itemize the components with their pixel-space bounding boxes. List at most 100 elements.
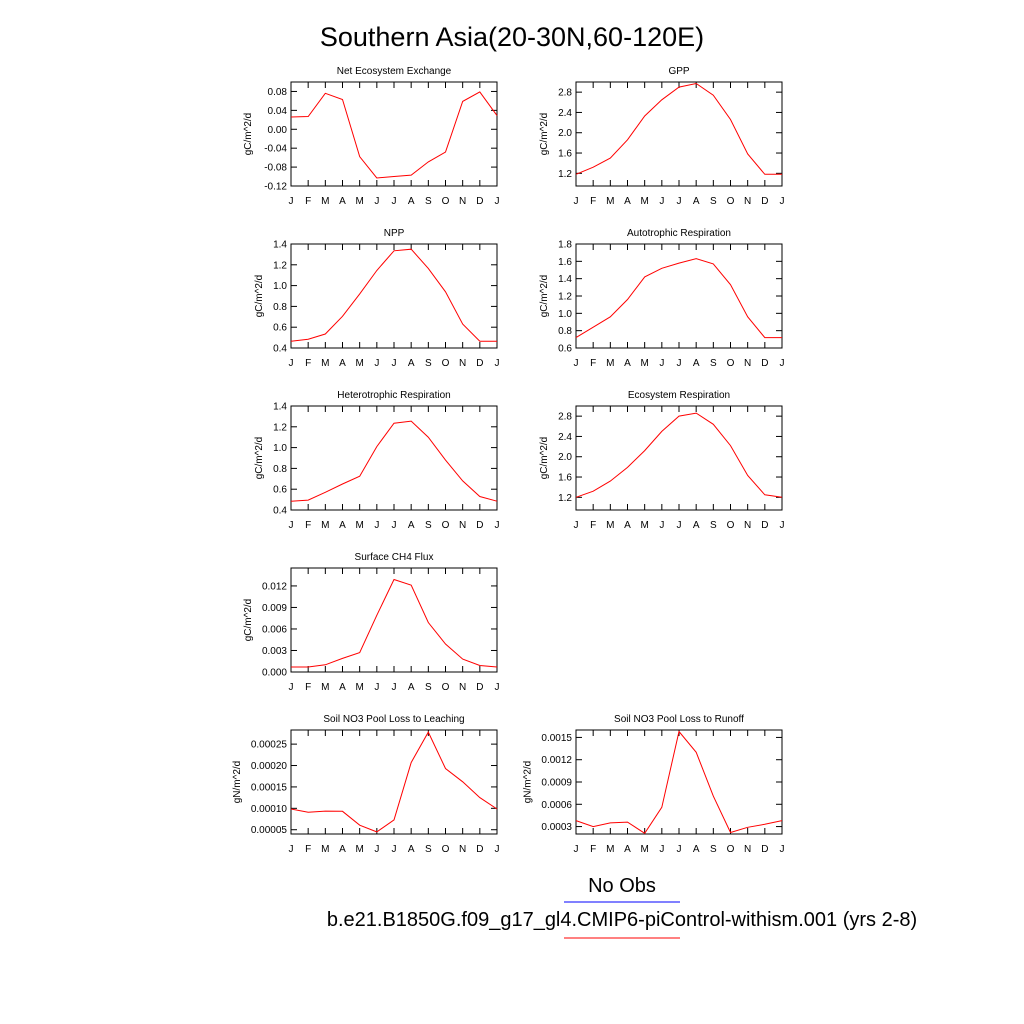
x-tick-label: M [606,520,614,531]
x-tick-label: J [374,844,379,855]
y-tick-label: 0.00005 [251,825,288,836]
series-line [290,248,497,342]
x-tick-label: S [710,520,717,531]
x-tick-label: M [355,682,363,693]
x-tick-label: M [355,520,363,531]
x-tick-label: A [408,520,415,531]
x-tick-label: O [442,520,450,531]
x-tick-label: J [495,358,500,369]
x-tick-label: J [392,682,397,693]
x-tick-label: M [355,358,363,369]
y-tick-label: 1.4 [558,274,572,285]
y-tick-label: 1.6 [558,257,572,268]
x-tick-label: A [408,358,415,369]
y-axis-label: gN/m^2/d [232,761,243,804]
series-line [290,731,498,833]
y-axis-label: gC/m^2/d [539,437,550,480]
x-tick-label: A [408,196,415,207]
x-tick-label: A [624,844,631,855]
x-tick-label: J [659,844,664,855]
x-tick-label: F [590,358,596,369]
y-tick-label: 0.0012 [541,755,572,766]
y-tick-label: 2.4 [558,432,572,443]
x-tick-label: J [659,520,664,531]
x-tick-label: M [321,682,329,693]
x-tick-label: J [289,520,294,531]
y-tick-label: 0.08 [268,87,288,98]
x-tick-label: M [321,844,329,855]
panel-title: Ecosystem Respiration [628,390,730,401]
y-tick-label: 0.04 [268,106,288,117]
x-tick-label: O [727,520,735,531]
x-tick-label: A [693,844,700,855]
x-tick-label: J [677,196,682,207]
x-tick-label: J [374,682,379,693]
y-tick-label: 0.00015 [251,782,288,793]
series-line [575,730,783,834]
plot-frame [575,729,783,835]
y-tick-label: 1.2 [558,169,572,180]
legend-label-no-obs: No Obs [588,875,656,897]
series-line [575,82,782,175]
x-tick-label: J [495,844,500,855]
x-tick-label: J [780,520,785,531]
x-tick-label: A [693,520,700,531]
y-tick-label: 1.2 [273,422,287,433]
y-tick-label: 1.2 [273,260,287,271]
x-tick-label: N [459,358,466,369]
y-tick-label: 0.0003 [541,822,572,833]
x-tick-label: A [339,682,346,693]
panel-title: Soil NO3 Pool Loss to Runoff [614,714,744,725]
x-tick-label: J [392,196,397,207]
x-tick-label: J [677,520,682,531]
panel-title: NPP [384,228,405,239]
x-tick-label: D [476,844,483,855]
x-tick-label: J [677,844,682,855]
x-tick-label: J [392,358,397,369]
x-tick-label: A [339,844,346,855]
x-tick-label: F [590,196,596,207]
y-tick-label: 0.6 [558,344,572,355]
series-line [575,258,782,339]
figure-title: Southern Asia(20-30N,60-120E) [320,22,704,52]
y-tick-label: -0.08 [264,163,287,174]
x-tick-label: A [624,196,631,207]
x-tick-label: M [640,844,648,855]
x-tick-label: J [374,196,379,207]
x-tick-label: N [744,844,751,855]
x-tick-label: J [780,844,785,855]
x-tick-label: F [305,844,311,855]
y-tick-label: 1.8 [558,240,572,251]
x-tick-label: A [339,196,346,207]
x-tick-label: F [305,196,311,207]
y-tick-label: 0.8 [558,326,572,337]
x-tick-label: J [574,844,579,855]
x-tick-label: D [476,358,483,369]
y-axis-label: gC/m^2/d [243,113,254,156]
legend: No Obs b.e21.B1850G.f09_g17_gl4.CMIP6-pi… [327,875,917,939]
x-tick-label: N [744,520,751,531]
y-tick-label: 0.6 [273,485,287,496]
y-tick-label: 0.00020 [251,761,288,772]
y-axis-label: gC/m^2/d [254,275,265,318]
x-tick-label: D [761,358,768,369]
y-tick-label: -0.04 [264,144,287,155]
x-tick-label: F [590,844,596,855]
y-tick-label: 2.4 [558,108,572,119]
x-tick-label: S [425,520,432,531]
y-tick-label: 0.4 [273,344,287,355]
panel-title: Autotrophic Respiration [627,228,731,239]
y-tick-label: 0.0015 [541,733,572,744]
y-tick-label: 0.003 [262,646,287,657]
x-tick-label: A [624,358,631,369]
x-tick-label: M [355,844,363,855]
y-tick-label: 1.2 [558,493,572,504]
